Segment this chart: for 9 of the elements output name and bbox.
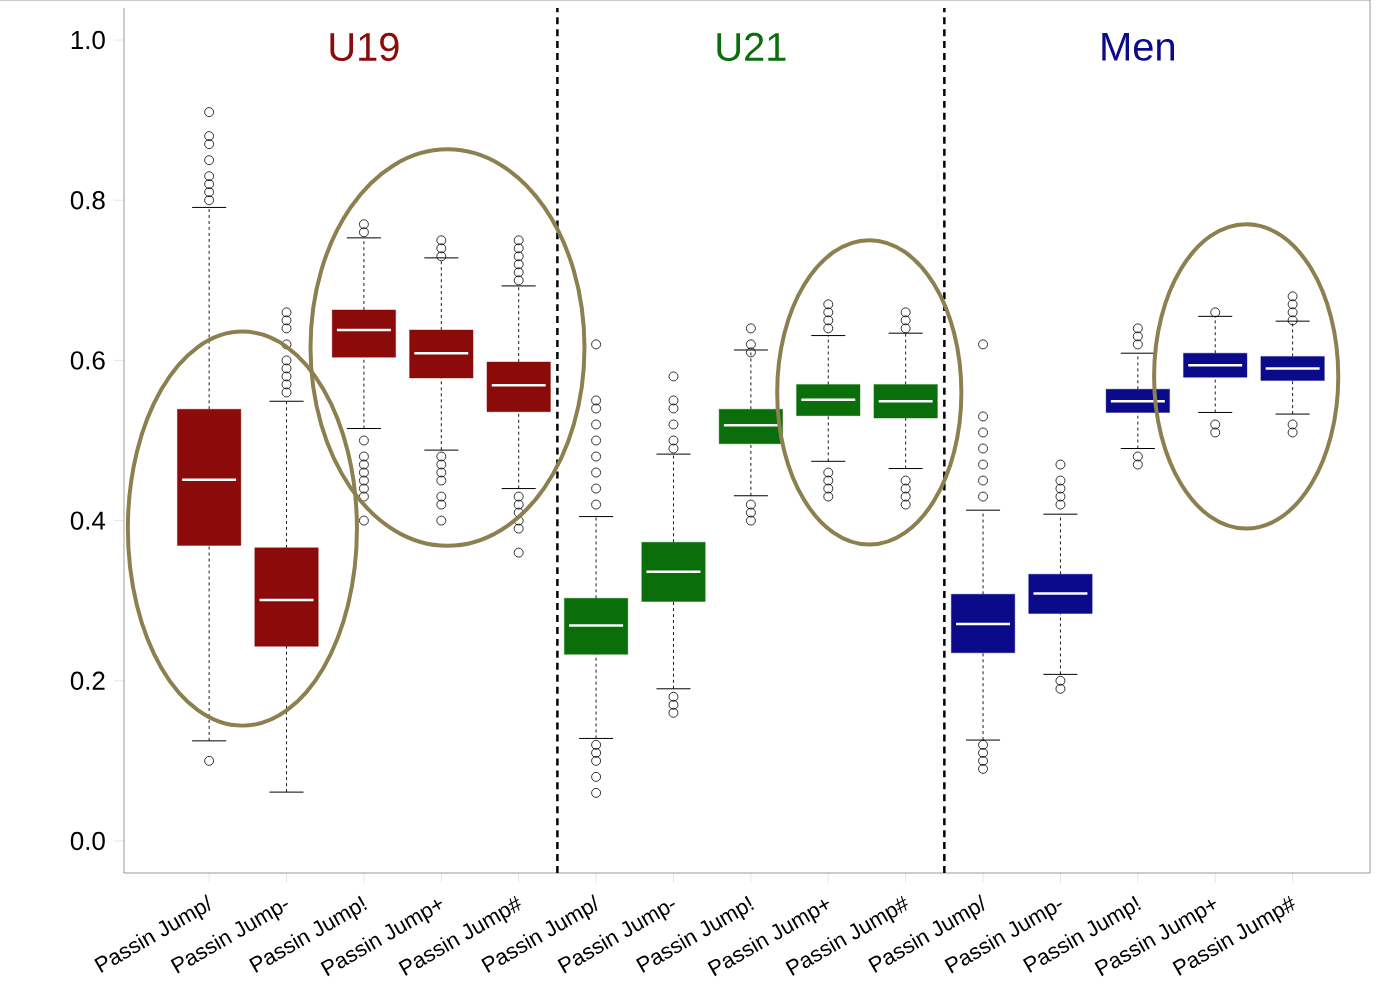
text: Men xyxy=(1102,33,1174,61)
y-tick-label: 1.0 xyxy=(71,30,105,50)
text: U21 xyxy=(717,32,786,62)
y-tick-label: 0.2 xyxy=(70,671,105,690)
y-tick-label: 0.0 xyxy=(70,831,105,851)
y-tick-label: 0.6 xyxy=(70,351,105,370)
y-tick-label: 0.4 xyxy=(70,511,106,530)
y-tick-label: 0.8 xyxy=(70,191,105,210)
text: U19 xyxy=(330,32,399,62)
